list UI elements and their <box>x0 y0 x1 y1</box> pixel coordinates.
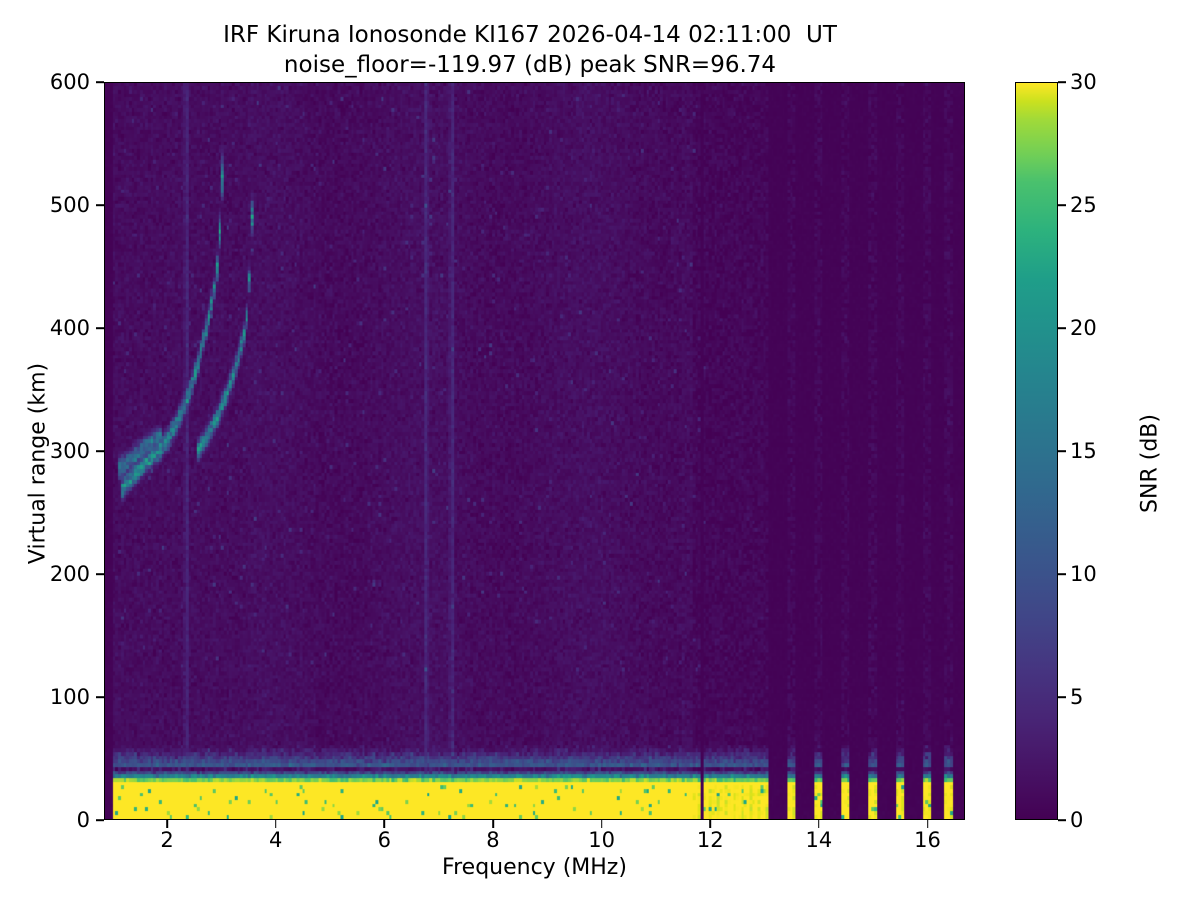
colorbar-tick-label: 0 <box>1070 808 1084 832</box>
x-tick-mark <box>274 820 277 828</box>
x-tick-mark <box>600 820 603 828</box>
y-tick-mark <box>96 573 104 575</box>
x-tick-label: 6 <box>377 828 391 852</box>
x-tick-label: 4 <box>268 828 283 852</box>
colorbar-tick-label: 30 <box>1070 70 1097 94</box>
page-title: IRF Kiruna Ionosonde KI167 2026-04-14 02… <box>0 20 1060 80</box>
colorbar[interactable] <box>1015 82 1058 820</box>
y-tick-mark <box>96 819 104 821</box>
ionogram-plot-area[interactable] <box>104 82 965 820</box>
x-tick-label: 16 <box>914 828 941 852</box>
y-tick-label: 100 <box>49 685 90 709</box>
colorbar-tick-mark <box>1058 450 1066 452</box>
y-tick-label: 200 <box>49 562 90 586</box>
x-tick-mark <box>166 820 168 828</box>
x-tick-mark <box>383 820 386 828</box>
colorbar-tick-label: 5 <box>1070 685 1084 709</box>
colorbar-tick-mark <box>1058 573 1066 575</box>
y-tick-mark <box>96 81 104 83</box>
title-line-2: noise_floor=-119.97 (dB) peak SNR=96.74 <box>283 52 777 78</box>
colorbar-tick-mark <box>1058 81 1066 83</box>
x-tick-label: 12 <box>696 828 724 852</box>
x-tick-label: 10 <box>588 828 615 852</box>
x-axis-label: Frequency (MHz) <box>442 855 627 880</box>
y-axis-label: Virtual range (km) <box>25 362 51 565</box>
colorbar-tick-label: 15 <box>1070 439 1097 463</box>
x-tick-mark <box>818 820 820 828</box>
colorbar-tick-mark <box>1058 204 1066 206</box>
y-tick-mark <box>96 450 104 452</box>
colorbar-tick-label: 10 <box>1070 562 1097 586</box>
y-tick-label: 500 <box>49 193 90 217</box>
x-tick-mark <box>492 820 494 828</box>
title-line-1: IRF Kiruna Ionosonde KI167 2026-04-14 02… <box>223 22 837 48</box>
x-tick-label: 8 <box>486 828 500 852</box>
y-tick-mark <box>96 696 104 698</box>
ionogram-heatmap-canvas <box>105 83 964 819</box>
colorbar-tick-label: 20 <box>1070 316 1097 340</box>
colorbar-tick-mark <box>1058 696 1066 698</box>
y-tick-mark <box>96 327 104 329</box>
colorbar-tick-label: 25 <box>1070 193 1097 217</box>
x-tick-label: 14 <box>805 828 833 852</box>
y-tick-label: 300 <box>49 439 90 463</box>
colorbar-label: SNR (dB) <box>1137 414 1163 513</box>
x-tick-label: 2 <box>160 828 174 852</box>
y-tick-label: 600 <box>49 70 90 94</box>
y-tick-label: 0 <box>76 808 90 832</box>
y-tick-mark <box>96 204 104 206</box>
colorbar-tick-mark <box>1058 819 1066 821</box>
x-tick-mark <box>709 820 712 828</box>
x-tick-mark <box>926 820 929 828</box>
colorbar-tick-mark <box>1058 327 1066 329</box>
y-tick-label: 400 <box>49 316 90 340</box>
